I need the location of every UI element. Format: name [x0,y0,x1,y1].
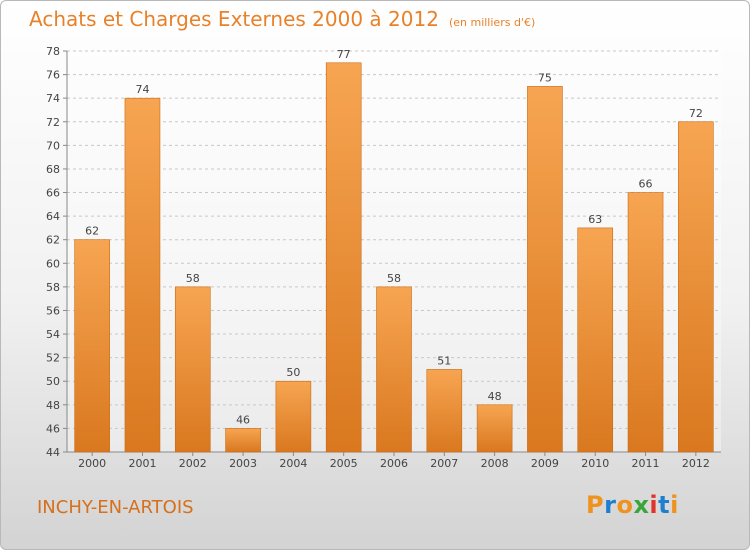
bar-chart: 44 46 48 50 52 54 56 58 60 62 64 66 68 70 72 74 76 78 62 20… [46,45,721,470]
y-tick-label: 78 [46,45,60,58]
data-label: 48 [488,390,502,403]
logo-letter: r [604,491,617,519]
y-tick-label: 68 [46,163,60,176]
y-tick-label: 70 [46,139,60,152]
chart-title: Achats et Charges Externes 2000 à 2012 (e… [29,7,535,31]
y-tick-label: 62 [46,234,60,247]
logo-letter: o [616,491,634,519]
y-tick-label: 76 [46,69,60,82]
city-name: INCHY-EN-ARTOIS [37,497,194,518]
bar [527,86,563,453]
x-tick-label: 2009 [531,457,559,470]
x-tick-label: 2006 [380,457,408,470]
bar [225,428,261,453]
title-text: Achats et Charges Externes 2000 à 2012 [29,7,439,31]
y-tick-label: 46 [46,422,60,435]
y-tick-label: 60 [46,257,60,270]
y-tick-label: 48 [46,399,60,412]
logo-letter: t [658,491,671,519]
logo-letter: P [586,491,605,519]
x-tick-label: 2001 [128,457,156,470]
data-label: 66 [639,178,653,191]
y-tick-label: 50 [46,375,60,388]
y-tick-label: 64 [46,210,60,223]
y-tick-label: 54 [46,328,60,341]
y-tick-label: 72 [46,116,60,129]
data-label: 58 [186,272,200,285]
logo-letter: i [649,491,659,519]
data-label: 46 [236,413,250,426]
logo-letter: i [670,491,679,519]
bar [275,380,312,453]
y-tick-label: 52 [46,352,60,365]
chart-subtitle: (en milliers d'€) [448,16,536,29]
proxiti-logo: Proxiti [586,491,679,519]
x-tick-label: 2010 [581,457,609,470]
data-label: 50 [286,366,300,379]
data-label: 75 [538,71,552,84]
y-tick-label: 74 [46,92,60,105]
bar [476,404,513,453]
bar [174,286,211,453]
x-tick-label: 2012 [682,457,710,470]
bar [124,97,161,453]
y-tick-label: 58 [46,281,60,294]
y-tick-label: 56 [46,304,60,317]
bar [577,227,614,453]
data-label: 62 [85,225,99,238]
bar [627,192,664,453]
x-tick-label: 2007 [430,457,458,470]
x-tick-label: 2003 [229,457,257,470]
x-tick-label: 2005 [330,457,358,470]
bar [74,239,110,453]
bar [426,369,463,453]
x-tick-label: 2002 [179,457,207,470]
logo-letter: x [633,491,650,519]
data-label: 72 [689,107,703,120]
data-label: 58 [387,272,401,285]
data-label: 63 [588,213,602,226]
data-label: 74 [135,83,149,96]
x-tick-label: 2000 [78,457,106,470]
x-tick-label: 2011 [632,457,660,470]
bar [678,121,714,453]
bar [376,286,412,453]
data-label: 77 [337,48,351,61]
data-label: 51 [437,354,451,367]
y-tick-label: 66 [46,187,60,200]
y-tick-label: 44 [46,446,60,459]
bar [325,62,362,453]
x-tick-label: 2008 [481,457,509,470]
x-tick-label: 2004 [279,457,307,470]
